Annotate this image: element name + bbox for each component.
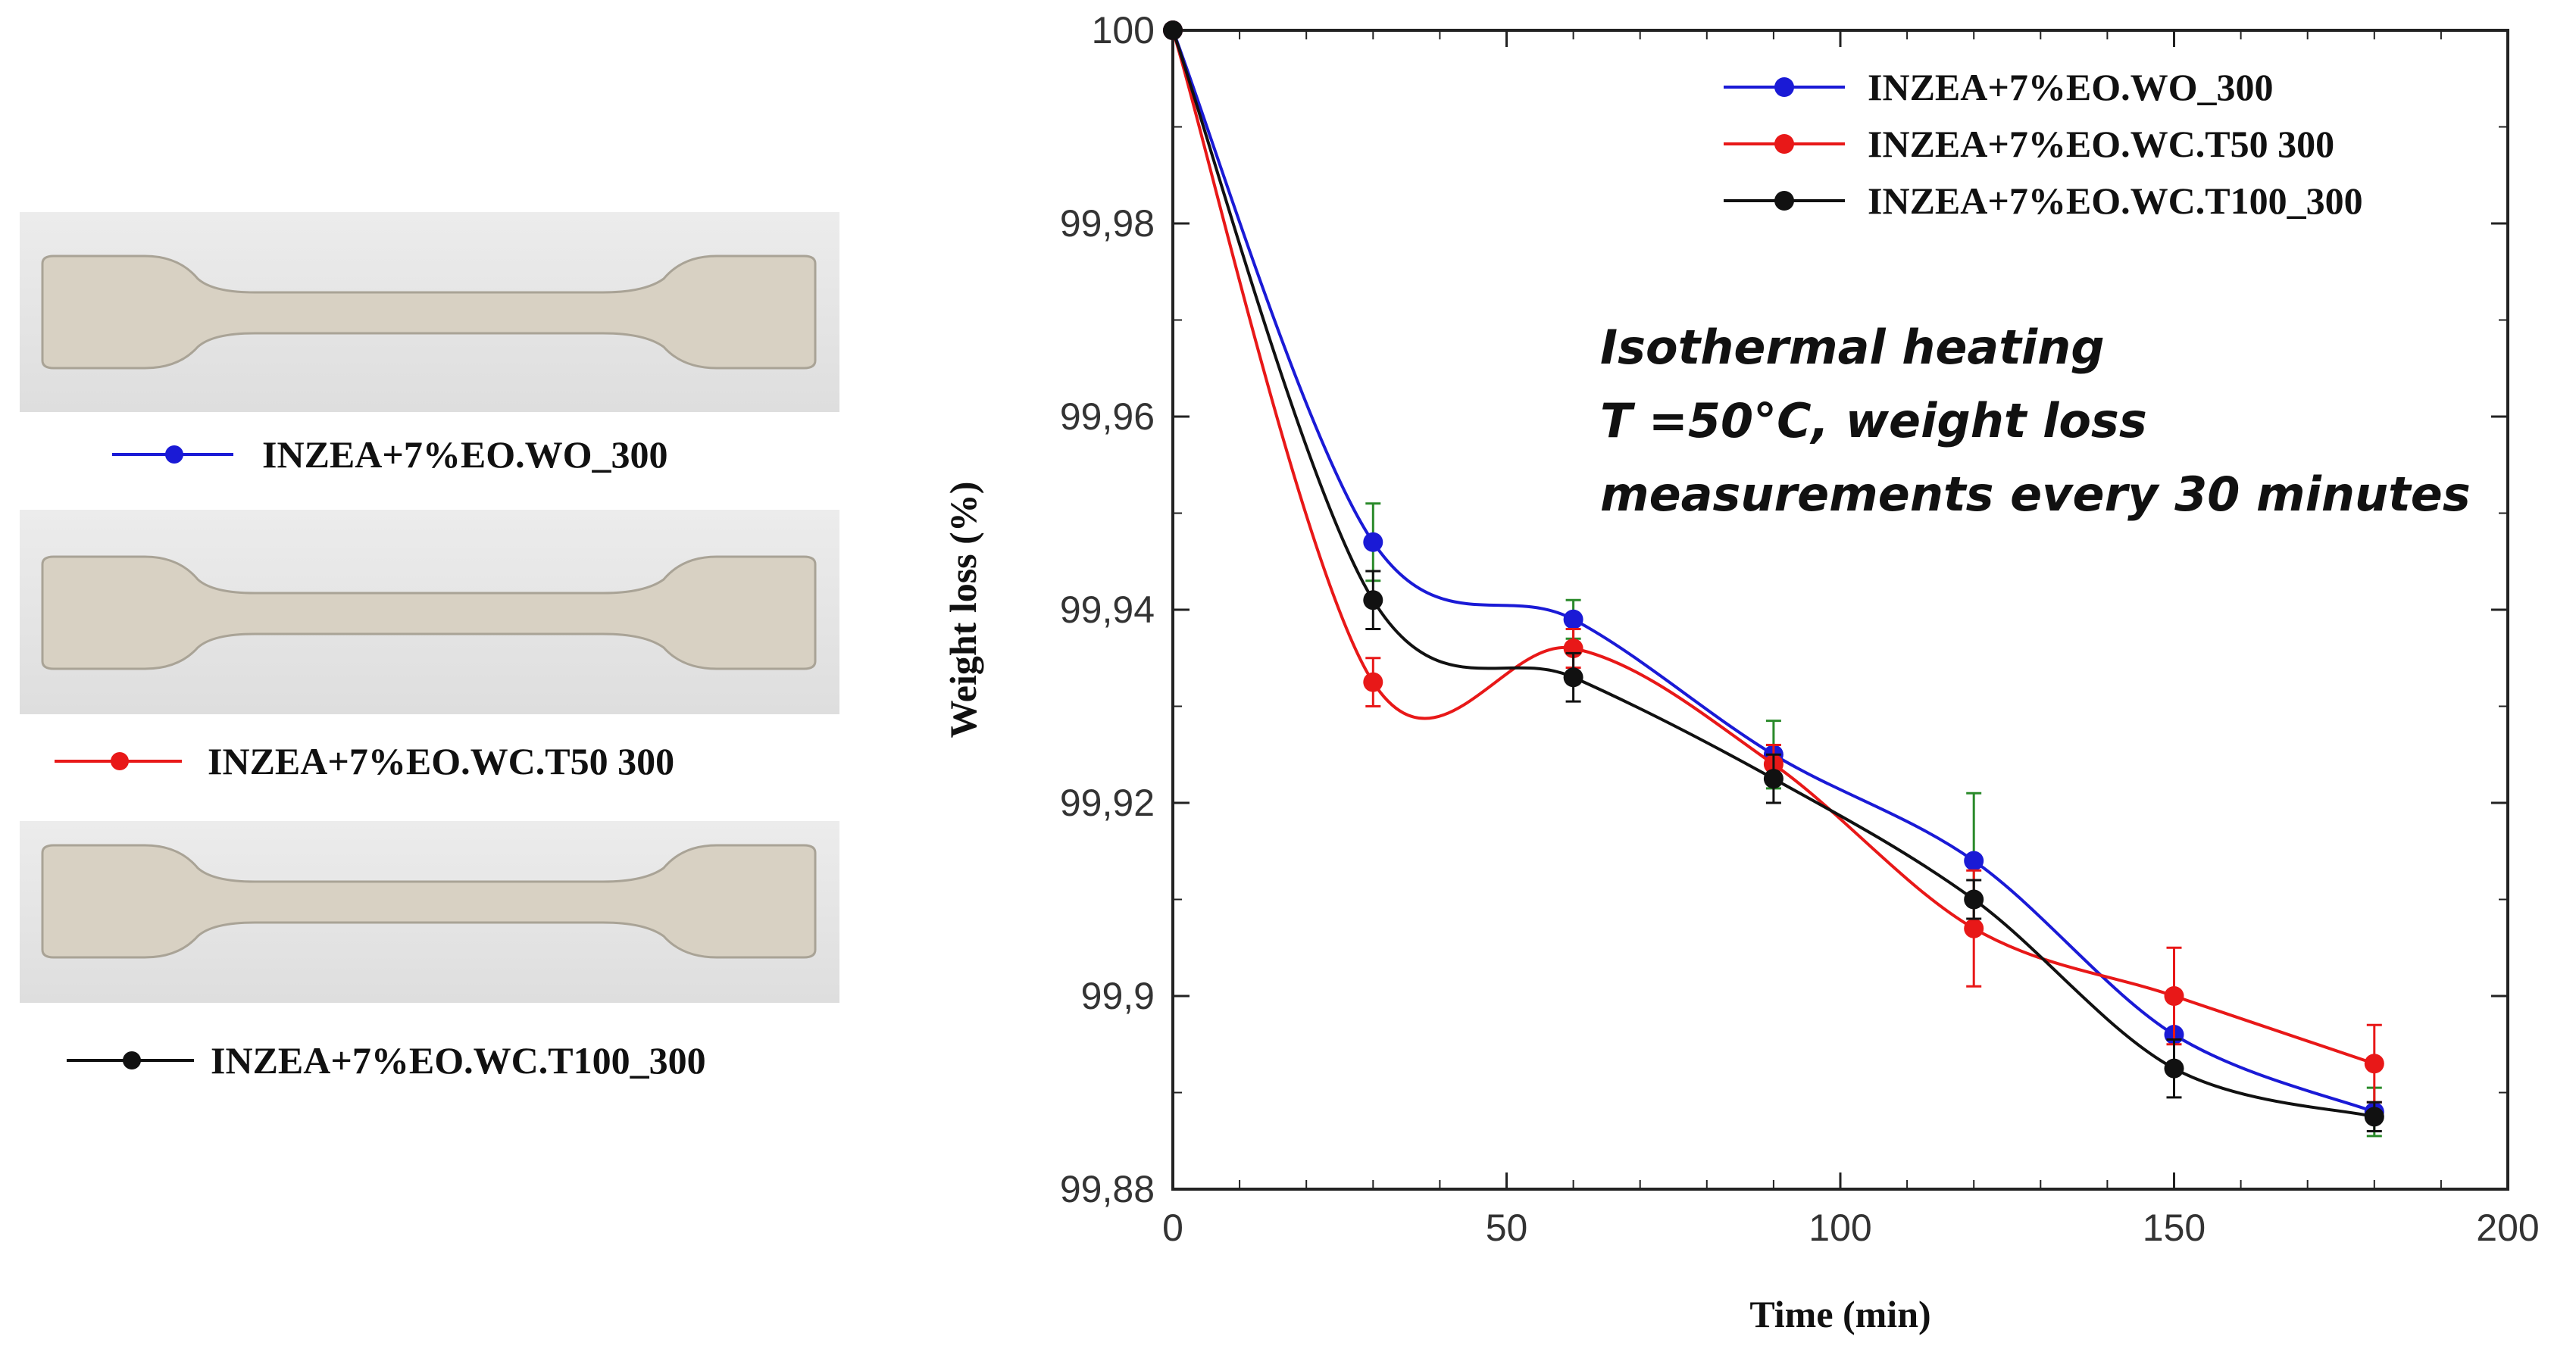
specimen-label-2: INZEA+7%EO.WC.T50 300 bbox=[208, 740, 675, 782]
data-point bbox=[1363, 672, 1383, 692]
y-tick-label: 99,9 bbox=[1081, 975, 1155, 1017]
axis-labels: Time (min) Weight loss (%) bbox=[942, 482, 1931, 1335]
series-line bbox=[1171, 30, 2375, 1119]
legend-marker bbox=[1774, 134, 1794, 154]
y-axis-title: Weight loss (%) bbox=[942, 482, 984, 738]
legend-label: INZEA+7%EO.WC.T100_300 bbox=[1868, 180, 2363, 222]
data-point bbox=[1163, 20, 1183, 40]
x-tick-label: 0 bbox=[1162, 1207, 1183, 1249]
y-tick-label: 99,98 bbox=[1060, 202, 1155, 245]
data-point bbox=[1964, 851, 1984, 871]
data-point bbox=[2164, 986, 2184, 1006]
data-point bbox=[1763, 769, 1784, 789]
series-group bbox=[1163, 20, 2384, 1138]
series-3 bbox=[1163, 20, 2384, 1132]
x-axis-title: Time (min) bbox=[1749, 1293, 1930, 1335]
annotation-line: T =50°C, weight loss bbox=[1600, 393, 2147, 448]
data-point bbox=[2364, 1107, 2384, 1127]
legend-label: INZEA+7%EO.WC.T50 300 bbox=[1868, 123, 2334, 165]
x-tick-label: 200 bbox=[2476, 1207, 2539, 1249]
y-tick-label: 99,96 bbox=[1060, 395, 1155, 438]
x-tick-label: 150 bbox=[2143, 1207, 2206, 1249]
x-tick-label: 50 bbox=[1486, 1207, 1528, 1249]
x-tick-label: 100 bbox=[1809, 1207, 1871, 1249]
dogbone-specimen-3 bbox=[41, 844, 817, 959]
legend-marker-blue-icon bbox=[112, 445, 233, 464]
specimen-legend-3: INZEA+7%EO.WC.T100_300 bbox=[67, 1038, 824, 1083]
annotation-line: Isothermal heating bbox=[1600, 320, 2105, 375]
legend-label: INZEA+7%EO.WO_300 bbox=[1868, 66, 2274, 108]
dogbone-specimen-1 bbox=[41, 254, 817, 370]
y-tick-label: 99,92 bbox=[1060, 782, 1155, 824]
data-point bbox=[1563, 609, 1583, 629]
annotation: Isothermal heating T =50°C, weight loss me… bbox=[1600, 320, 2471, 522]
specimen-legend-2: INZEA+7%EO.WC.T50 300 bbox=[55, 738, 812, 784]
axis-ticks: 0 50 100 150 200 99,88 99,9 99,92 99,94 99,96 99,9… bbox=[1060, 9, 2540, 1249]
data-point bbox=[1964, 918, 1984, 938]
specimen-label-1: INZEA+7%EO.WO_300 bbox=[262, 433, 668, 476]
annotation-line: measurements every 30 minutes bbox=[1600, 467, 2471, 522]
specimen-label-3: INZEA+7%EO.WC.T100_300 bbox=[211, 1039, 706, 1082]
y-tick-label: 100 bbox=[1092, 9, 1155, 52]
series-line bbox=[1171, 30, 2375, 1113]
dogbone-specimen-2 bbox=[41, 555, 817, 670]
specimen-photo-3 bbox=[20, 821, 839, 1003]
chart-legend: INZEA+7%EO.WO_300 INZEA+7%EO.WC.T50 300 IN… bbox=[1724, 66, 2363, 222]
legend-marker bbox=[1774, 191, 1794, 211]
data-point bbox=[1363, 532, 1383, 552]
y-tick-label: 99,88 bbox=[1060, 1168, 1155, 1210]
data-point bbox=[1964, 889, 1984, 910]
data-point bbox=[1363, 590, 1383, 610]
data-point bbox=[2364, 1054, 2384, 1074]
legend-marker bbox=[1774, 77, 1794, 97]
data-point bbox=[2164, 1058, 2184, 1079]
series-line bbox=[1171, 30, 2375, 1066]
specimen-photo-1 bbox=[20, 212, 839, 412]
y-tick-label: 99,94 bbox=[1060, 589, 1155, 631]
data-point bbox=[1563, 667, 1583, 688]
legend-marker-red-icon bbox=[55, 752, 182, 770]
legend-marker-black-icon bbox=[67, 1051, 194, 1069]
specimen-legend-1: INZEA+7%EO.WO_300 bbox=[112, 432, 794, 477]
specimen-photo-2 bbox=[20, 510, 839, 714]
